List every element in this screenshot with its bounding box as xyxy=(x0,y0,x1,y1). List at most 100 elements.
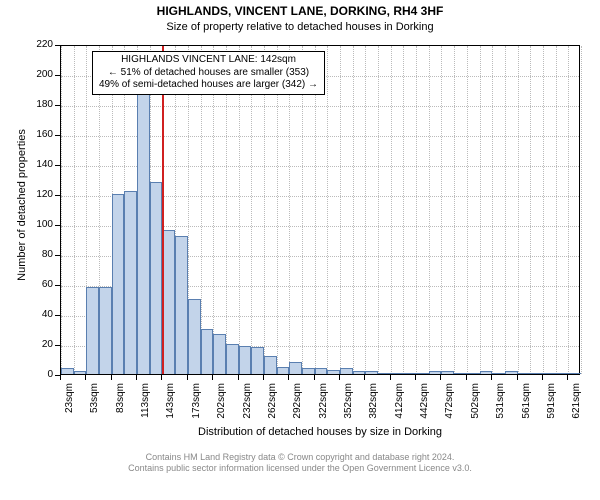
histogram-bar xyxy=(391,373,404,375)
marker-line xyxy=(162,46,164,374)
histogram-bar xyxy=(340,368,353,374)
ytick-mark xyxy=(55,315,60,316)
xtick-label: 23sqm xyxy=(64,383,75,431)
grid-line-v xyxy=(492,46,493,374)
ytick-mark xyxy=(55,165,60,166)
histogram-bar xyxy=(416,373,429,375)
y-axis-label: Number of detached properties xyxy=(16,40,28,370)
xtick-mark xyxy=(440,375,441,380)
ytick-mark xyxy=(55,255,60,256)
xtick-mark xyxy=(491,375,492,380)
grid-line-v xyxy=(353,46,354,374)
xtick-label: 531sqm xyxy=(495,383,506,431)
grid-line-v xyxy=(480,46,481,374)
ytick-label: 160 xyxy=(25,129,53,140)
grid-line-v xyxy=(74,46,75,374)
xtick-label: 412sqm xyxy=(394,383,405,431)
histogram-bar xyxy=(289,362,302,374)
xtick-label: 442sqm xyxy=(419,383,430,431)
xtick-mark xyxy=(263,375,264,380)
grid-line-v xyxy=(327,46,328,374)
histogram-bar xyxy=(124,191,137,374)
xtick-mark xyxy=(415,375,416,380)
grid-line-v xyxy=(518,46,519,374)
histogram-bar xyxy=(61,368,74,374)
xtick-mark xyxy=(187,375,188,380)
xtick-mark xyxy=(390,375,391,380)
histogram-bar xyxy=(518,373,531,375)
xtick-mark xyxy=(339,375,340,380)
grid-line-v xyxy=(441,46,442,374)
grid-line-v xyxy=(568,46,569,374)
xtick-label: 232sqm xyxy=(242,383,253,431)
histogram-bar xyxy=(277,367,290,375)
histogram-bar xyxy=(86,287,99,374)
histogram-bar xyxy=(315,368,328,374)
xtick-mark xyxy=(542,375,543,380)
ytick-label: 40 xyxy=(25,309,53,320)
grid-line-v xyxy=(340,46,341,374)
histogram-bar xyxy=(543,373,556,375)
grid-line-v xyxy=(530,46,531,374)
grid-line-v xyxy=(581,46,582,374)
xtick-label: 173sqm xyxy=(191,383,202,431)
xtick-label: 83sqm xyxy=(115,383,126,431)
histogram-bar xyxy=(378,373,391,375)
histogram-bar xyxy=(568,373,581,375)
footer-text: Contains HM Land Registry data © Crown c… xyxy=(0,452,600,474)
grid-line-v xyxy=(251,46,252,374)
grid-line-v xyxy=(391,46,392,374)
grid-line-v xyxy=(201,46,202,374)
histogram-bar xyxy=(467,373,480,375)
histogram-bar xyxy=(480,371,493,374)
xtick-mark xyxy=(466,375,467,380)
grid-line-v xyxy=(315,46,316,374)
annotation-line1: HIGHLANDS VINCENT LANE: 142sqm xyxy=(99,54,318,67)
chart-subtitle: Size of property relative to detached ho… xyxy=(0,21,600,33)
histogram-bar xyxy=(150,182,163,374)
footer-line1: Contains HM Land Registry data © Crown c… xyxy=(0,452,600,463)
ytick-label: 180 xyxy=(25,99,53,110)
ytick-mark xyxy=(55,105,60,106)
grid-line-v xyxy=(403,46,404,374)
annotation-box: HIGHLANDS VINCENT LANE: 142sqm ← 51% of … xyxy=(92,51,325,95)
xtick-mark xyxy=(212,375,213,380)
xtick-mark xyxy=(111,375,112,380)
grid-line-v xyxy=(213,46,214,374)
histogram-bar xyxy=(201,329,214,374)
xtick-label: 382sqm xyxy=(368,383,379,431)
ytick-label: 0 xyxy=(25,369,53,380)
xtick-label: 591sqm xyxy=(546,383,557,431)
xtick-label: 262sqm xyxy=(267,383,278,431)
xtick-label: 292sqm xyxy=(292,383,303,431)
xtick-label: 561sqm xyxy=(521,383,532,431)
histogram-bar xyxy=(556,373,569,375)
grid-line-v xyxy=(429,46,430,374)
xtick-label: 472sqm xyxy=(444,383,455,431)
grid-line-v xyxy=(239,46,240,374)
grid-line-v xyxy=(61,46,62,374)
histogram-bar xyxy=(302,368,315,374)
ytick-mark xyxy=(55,285,60,286)
xtick-mark xyxy=(85,375,86,380)
ytick-label: 120 xyxy=(25,189,53,200)
histogram-bar xyxy=(188,299,201,374)
xtick-mark xyxy=(314,375,315,380)
grid-line-v xyxy=(302,46,303,374)
histogram-bar xyxy=(403,373,416,375)
grid-line-v xyxy=(454,46,455,374)
xtick-mark xyxy=(136,375,137,380)
grid-line-v xyxy=(264,46,265,374)
xtick-mark xyxy=(161,375,162,380)
grid-line-v xyxy=(378,46,379,374)
ytick-label: 20 xyxy=(25,339,53,350)
histogram-bar xyxy=(365,371,378,374)
grid-line-v xyxy=(226,46,227,374)
ytick-mark xyxy=(55,135,60,136)
ytick-label: 100 xyxy=(25,219,53,230)
histogram-bar xyxy=(327,370,340,375)
histogram-bar xyxy=(175,236,188,374)
ytick-label: 220 xyxy=(25,39,53,50)
xtick-mark xyxy=(60,375,61,380)
xtick-label: 352sqm xyxy=(343,383,354,431)
